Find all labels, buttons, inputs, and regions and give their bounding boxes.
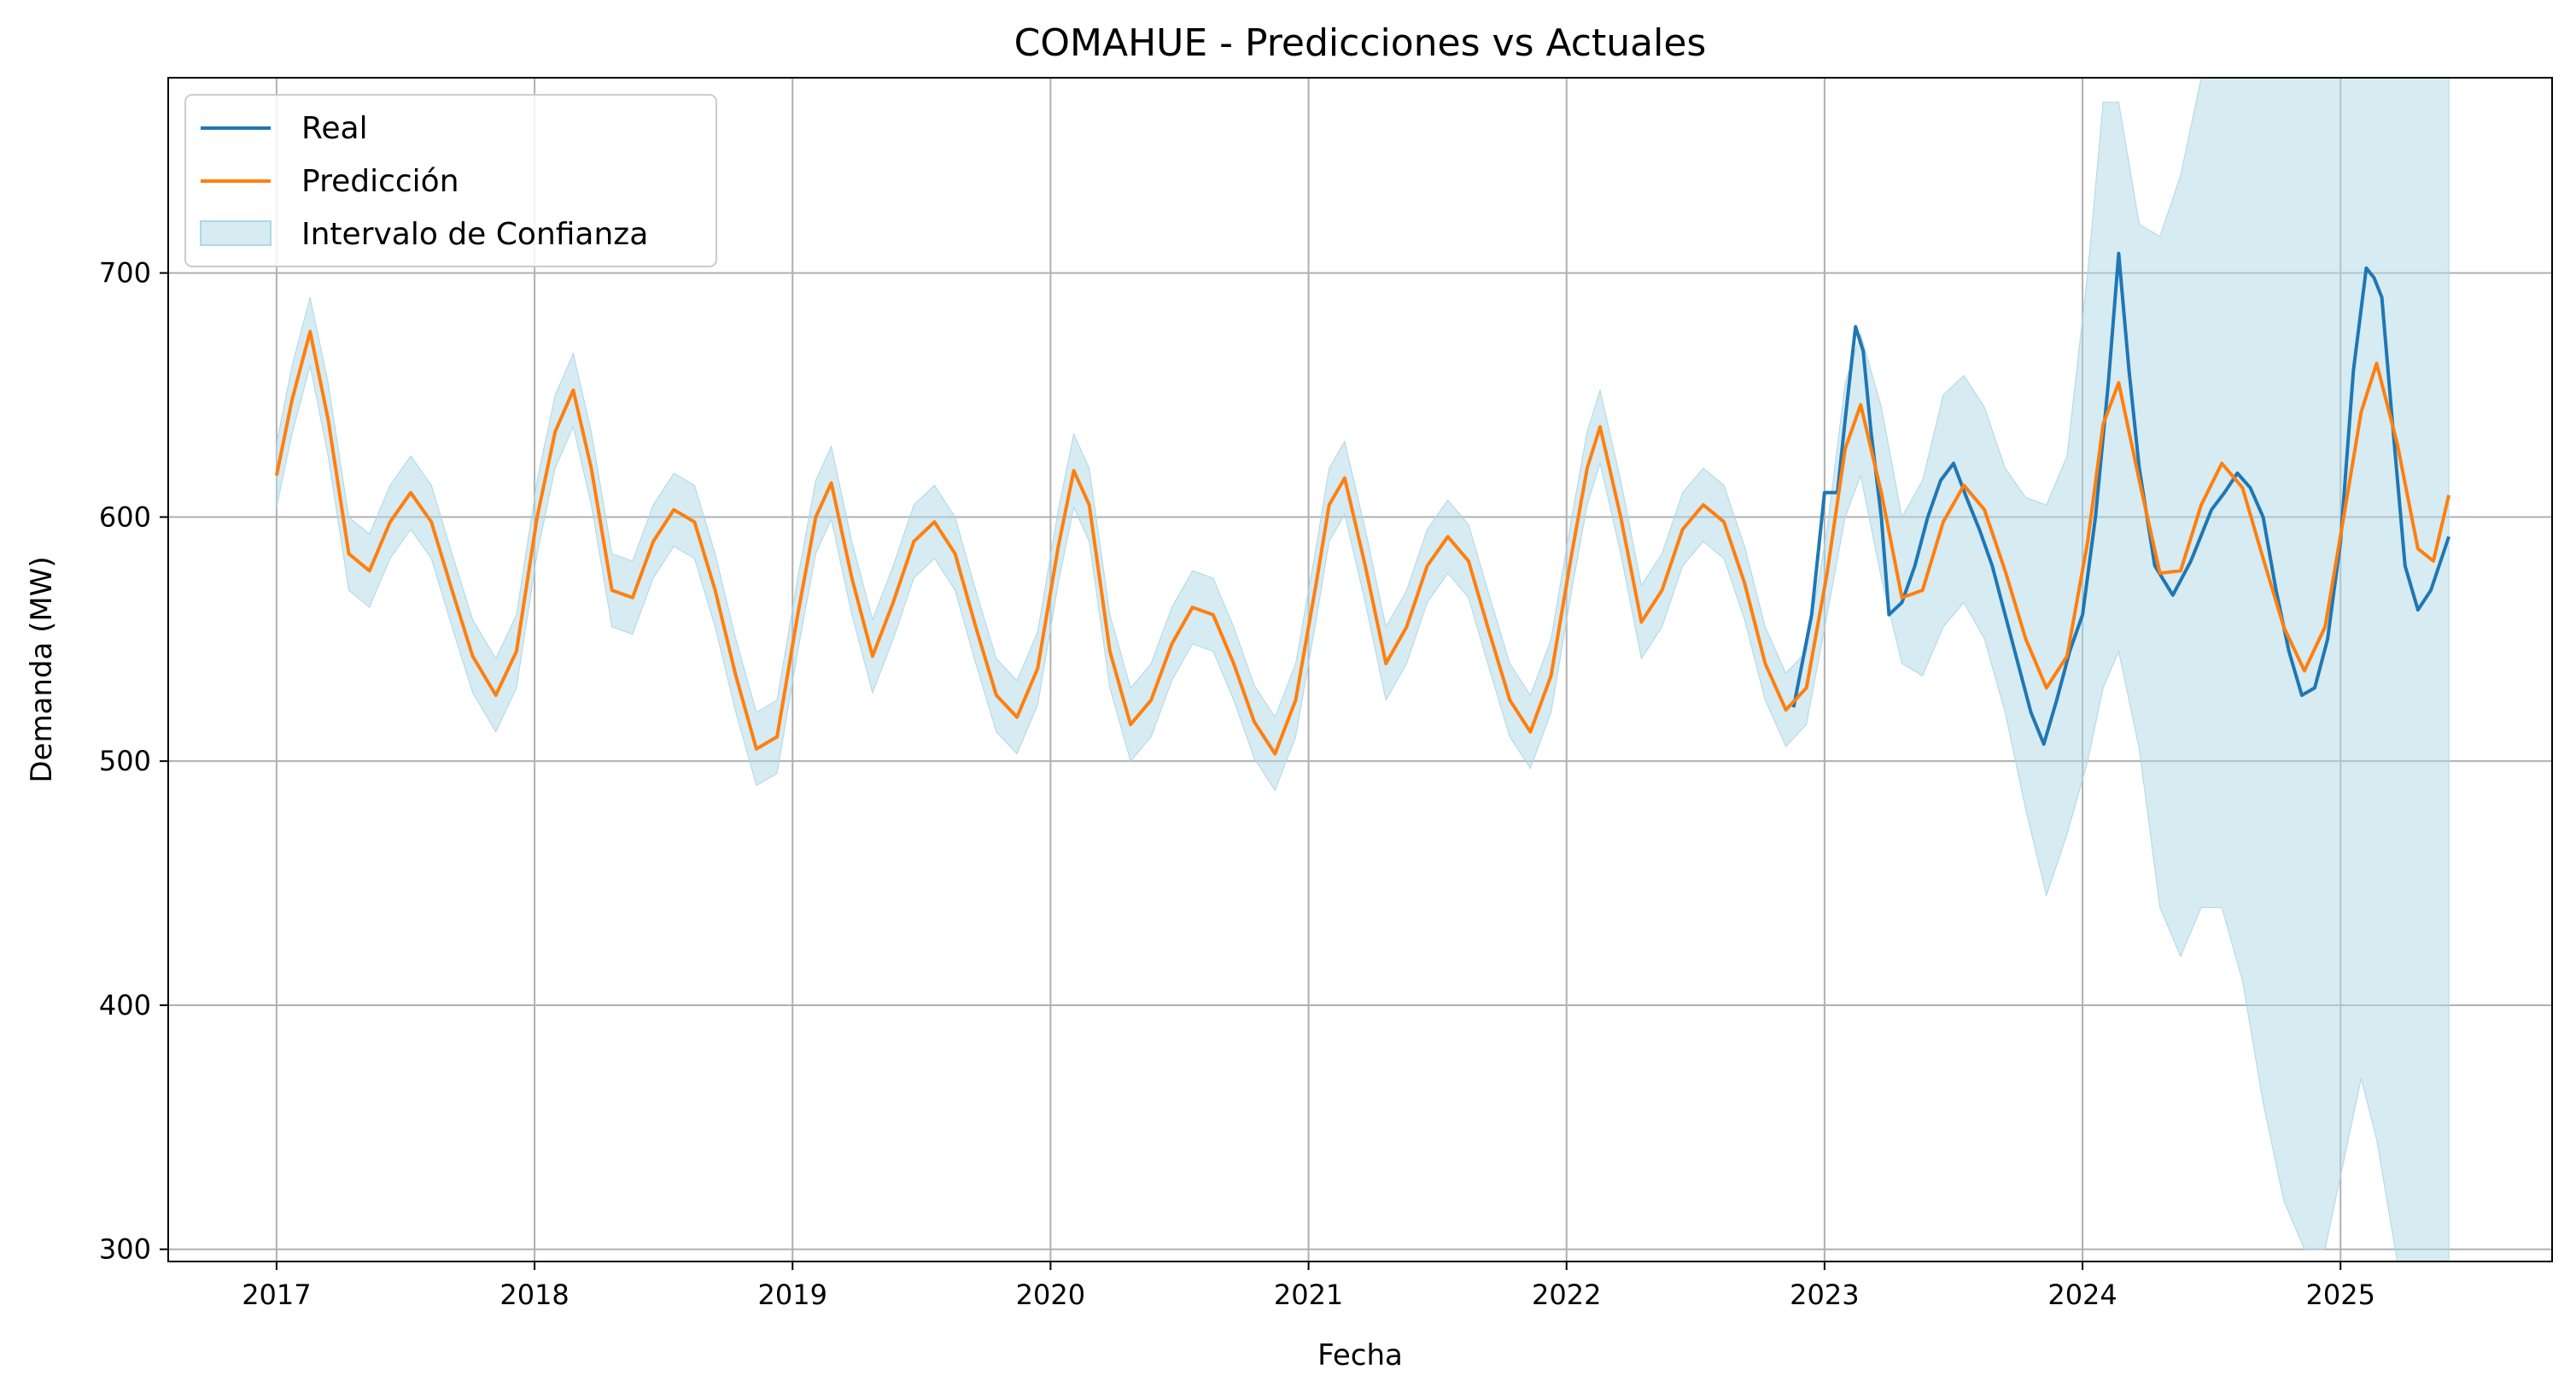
x-tick-label: 2022 xyxy=(1532,1279,1601,1311)
chart-title: COMAHUE - Predicciones vs Actuales xyxy=(1014,21,1707,65)
legend-box xyxy=(184,94,717,267)
x-tick-label: 2017 xyxy=(242,1279,311,1311)
legend-label-prediccion: Predicción xyxy=(301,164,459,199)
y-tick-label: 300 xyxy=(99,1233,151,1266)
confidence-band xyxy=(276,78,2450,1261)
plot-frame xyxy=(167,77,2553,1262)
x-tick-label: 2024 xyxy=(2047,1279,2117,1311)
x-axis-ticks: 2017 2018 2019 2020 2021 2022 2023 2024 2025 xyxy=(242,1261,2375,1311)
y-tick-label: 400 xyxy=(99,989,151,1021)
legend: Real Predicción Intervalo de Confianza xyxy=(184,94,717,267)
y-tick-label: 600 xyxy=(99,500,151,533)
legend-swatch-intervalo xyxy=(200,220,272,246)
series-layer xyxy=(274,251,2451,756)
y-tick-label: 500 xyxy=(99,745,151,777)
x-tick-label: 2018 xyxy=(499,1279,569,1311)
x-tick-label: 2019 xyxy=(758,1279,827,1311)
x-tick-label: 2025 xyxy=(2306,1279,2375,1311)
series-line-real xyxy=(1791,251,2450,746)
x-tick-label: 2020 xyxy=(1016,1279,1085,1311)
x-tick-label: 2023 xyxy=(1790,1279,1859,1311)
y-tick-label: 700 xyxy=(99,257,151,290)
y-axis-label: Demanda (MW) xyxy=(25,556,59,782)
x-tick-label: 2021 xyxy=(1274,1279,1343,1311)
legend-label-real: Real xyxy=(301,111,368,146)
series-line-prediccion xyxy=(274,330,2451,756)
x-axis-label: Fecha xyxy=(1317,1338,1403,1373)
y-axis-ticks: 300 400 500 600 700 xyxy=(99,257,168,1266)
confidence-band-layer xyxy=(276,78,2450,1261)
legend-label-intervalo: Intervalo de Confianza xyxy=(301,217,648,252)
